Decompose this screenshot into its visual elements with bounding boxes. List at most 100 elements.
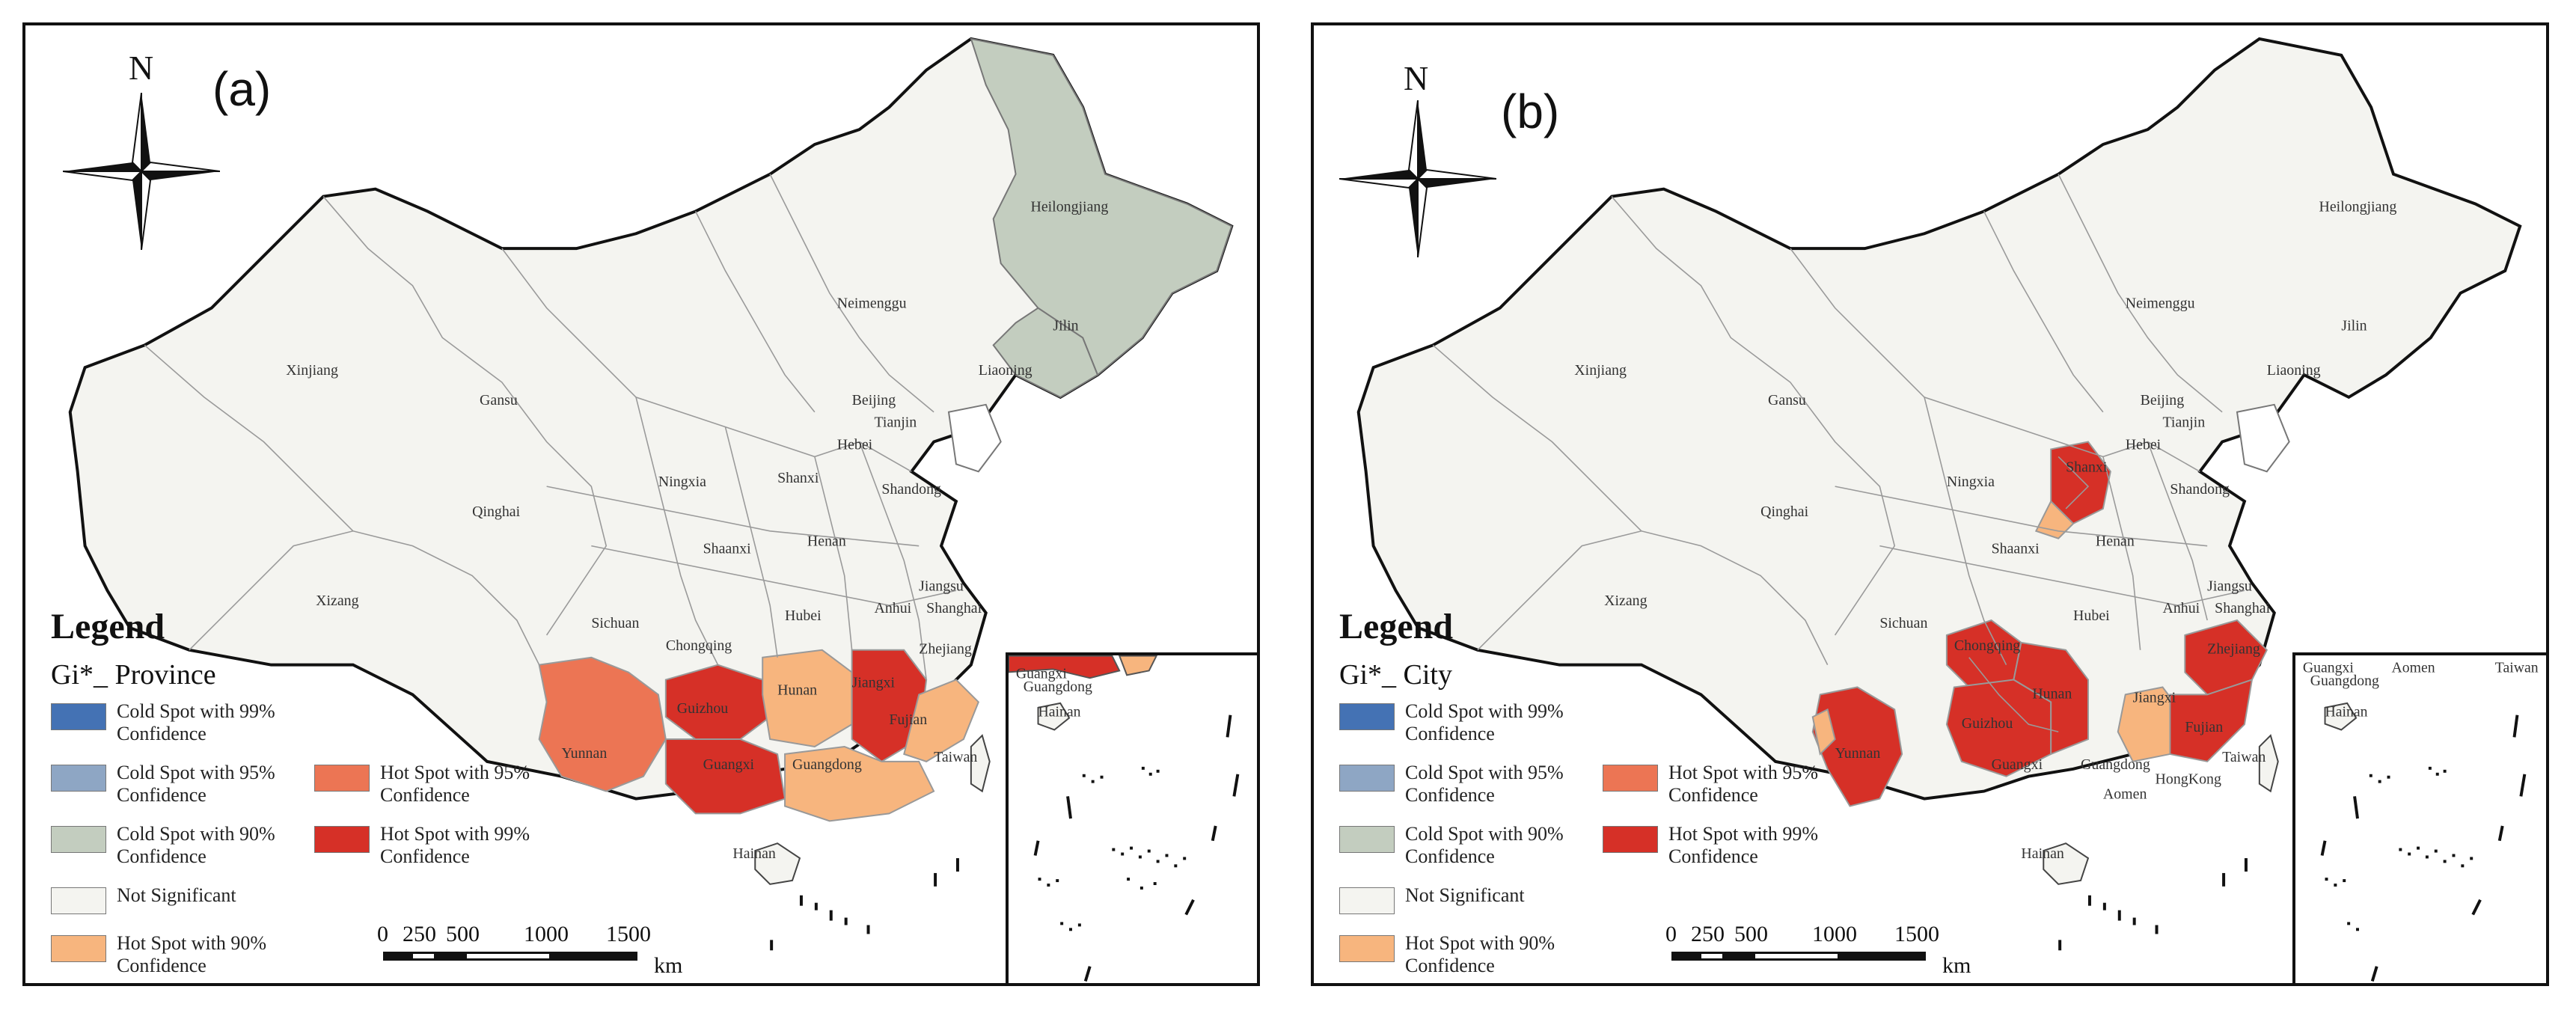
region-yunnan — [538, 656, 667, 792]
legend-item-cold99: Cold Spot with 99% Confidence — [51, 700, 334, 745]
label-xinjiang: Xinjiang — [1574, 362, 1627, 379]
region-guangdong — [784, 745, 935, 822]
region-jilin — [992, 307, 1099, 399]
legend: Legend Gi*_ City — [1339, 606, 1818, 691]
inset-label-guangdong: Guangdong — [2310, 673, 2379, 689]
china-map-b: Heilongjiang Jilin Neimenggu Liaoning Xi… — [1356, 37, 2522, 951]
legend-item-cold99: Cold Spot with 99% Confidence — [1339, 700, 1622, 745]
label-hubei: Hubei — [785, 608, 822, 624]
label-chongqing: Chongqing — [1954, 637, 2020, 654]
region-taiwan — [2258, 734, 2279, 793]
label-xizang: Xizang — [316, 593, 358, 609]
legend-label: Hot Spot with 99% Confidence — [1668, 823, 1819, 867]
label-fujian: Fujian — [2185, 719, 2223, 735]
scale-tick: 0 — [377, 922, 388, 946]
swatch — [1339, 887, 1395, 914]
label-shandong: Shandong — [2170, 481, 2230, 498]
legend-item-cold90: Cold Spot with 90% Confidence — [1339, 823, 1622, 868]
inset-map: Guangxi Guangdong Hainan — [1009, 655, 1240, 982]
label-henan: Henan — [2096, 533, 2135, 550]
scs-islands — [2058, 858, 2248, 951]
label-neimenggu: Neimenggu — [2126, 296, 2195, 312]
scale-tick: 1000 — [1812, 922, 1857, 946]
label-guizhou: Guizhou — [677, 700, 729, 717]
panel-label: (b) — [1501, 85, 1560, 138]
legend-label: Cold Spot with 99% Confidence — [117, 700, 275, 744]
label-heilongjiang: Heilongjiang — [1030, 198, 1108, 215]
compass-rose-icon — [1339, 100, 1496, 257]
label-zhejiang: Zhejiang — [2207, 641, 2260, 658]
label-guizhou: Guizhou — [1962, 715, 2013, 732]
legend-label: Cold Spot with 95% Confidence — [1405, 762, 1564, 806]
swatch — [51, 703, 106, 730]
label-shanxi: Shanxi — [777, 470, 819, 486]
scale-bar: 0 250 500 1000 1500 km — [377, 922, 682, 978]
label-chongqing: Chongqing — [666, 637, 732, 654]
label-hongkong: HongKong — [2156, 771, 2221, 788]
label-shaanxi: Shaanxi — [1992, 541, 2040, 557]
internal-boundaries — [1432, 174, 2245, 732]
label-taiwan: Taiwan — [934, 749, 977, 765]
scale-tick: 1500 — [606, 922, 651, 946]
label-fujian: Fujian — [889, 711, 927, 728]
region-hunan — [2013, 641, 2089, 756]
map-panel-b: Heilongjiang Jilin Neimenggu Liaoning Xi… — [1311, 22, 2549, 986]
label-jiangsu: Jiangsu — [919, 578, 964, 594]
label-taiwan: Taiwan — [2222, 749, 2266, 765]
bohai-sea — [2236, 403, 2290, 473]
legend-label: Hot Spot with 90% Confidence — [117, 932, 267, 976]
legend-item-cold95: Cold Spot with 95% Confidence — [1339, 762, 1622, 807]
scale-bar-graphic — [1671, 952, 1926, 961]
inset-label-taiwan: Taiwan — [2495, 659, 2539, 676]
label-guangxi: Guangxi — [1992, 756, 2043, 773]
label-jilin: Jilin — [2341, 317, 2367, 334]
scale-tick: 250 — [403, 922, 436, 946]
north-label: N — [129, 49, 154, 87]
label-beijing: Beijing — [2141, 392, 2185, 408]
region-taiwan — [970, 734, 991, 793]
yunnan-hot90-patch — [1811, 708, 1836, 756]
label-guangxi: Guangxi — [703, 756, 755, 773]
label-anhui: Anhui — [2162, 600, 2200, 616]
legend-item-hot90: Hot Spot with 90% Confidence — [1339, 932, 1622, 977]
label-sichuan: Sichuan — [591, 615, 639, 631]
label-tianjin: Tianjin — [2162, 414, 2205, 431]
swatch — [1603, 826, 1658, 853]
label-beijing: Beijing — [852, 392, 896, 408]
inset-label-guangxi: Guangxi — [1016, 665, 1068, 682]
label-hainan: Hainan — [732, 845, 775, 862]
label-shaanxi: Shaanxi — [703, 541, 752, 557]
swatch — [1339, 703, 1395, 730]
label-xizang: Xizang — [1604, 593, 1647, 609]
label-henan: Henan — [807, 533, 846, 550]
label-guangdong: Guangdong — [2081, 756, 2150, 773]
inset-label-hainan: Hainan — [1038, 704, 1081, 720]
inset-label-hainan: Hainan — [2325, 704, 2368, 720]
legend-subtitle: Gi*_ Province — [51, 659, 216, 691]
label-jiangsu: Jiangsu — [2207, 578, 2252, 594]
label-qinghai: Qinghai — [472, 504, 521, 520]
internal-boundaries — [144, 174, 957, 680]
legend-item-not-significant: Not Significant — [1339, 884, 1622, 914]
legend-label: Hot Spot with 95% Confidence — [1668, 762, 1819, 806]
swatch — [51, 826, 106, 853]
swatch — [1339, 935, 1395, 962]
shanxi-hot90-patch — [2034, 500, 2075, 539]
label-shanxi: Shanxi — [2066, 459, 2108, 475]
label-yunnan: Yunnan — [1835, 745, 1881, 762]
legend-label: Not Significant — [1405, 884, 1525, 906]
swatch — [1603, 765, 1658, 792]
legend-title: Legend — [1339, 607, 1454, 646]
legend-label: Cold Spot with 90% Confidence — [1405, 823, 1564, 867]
legend-label: Hot Spot with 95% Confidence — [380, 762, 530, 806]
label-heilongjiang: Heilongjiang — [2319, 198, 2396, 215]
compass-rose-icon — [63, 93, 220, 250]
inset-label-guangdong: Guangdong — [1024, 679, 1092, 695]
swatch — [314, 826, 370, 853]
label-jiangxi: Jiangxi — [852, 674, 896, 691]
region-fujian — [903, 679, 979, 762]
region-heilongjiang — [970, 37, 1233, 376]
label-hunan: Hunan — [2032, 685, 2072, 702]
map-panel-a: Heilongjiang Jilin Neimenggu Liaoning Xi… — [22, 22, 1260, 986]
label-hebei: Hebei — [837, 436, 873, 453]
